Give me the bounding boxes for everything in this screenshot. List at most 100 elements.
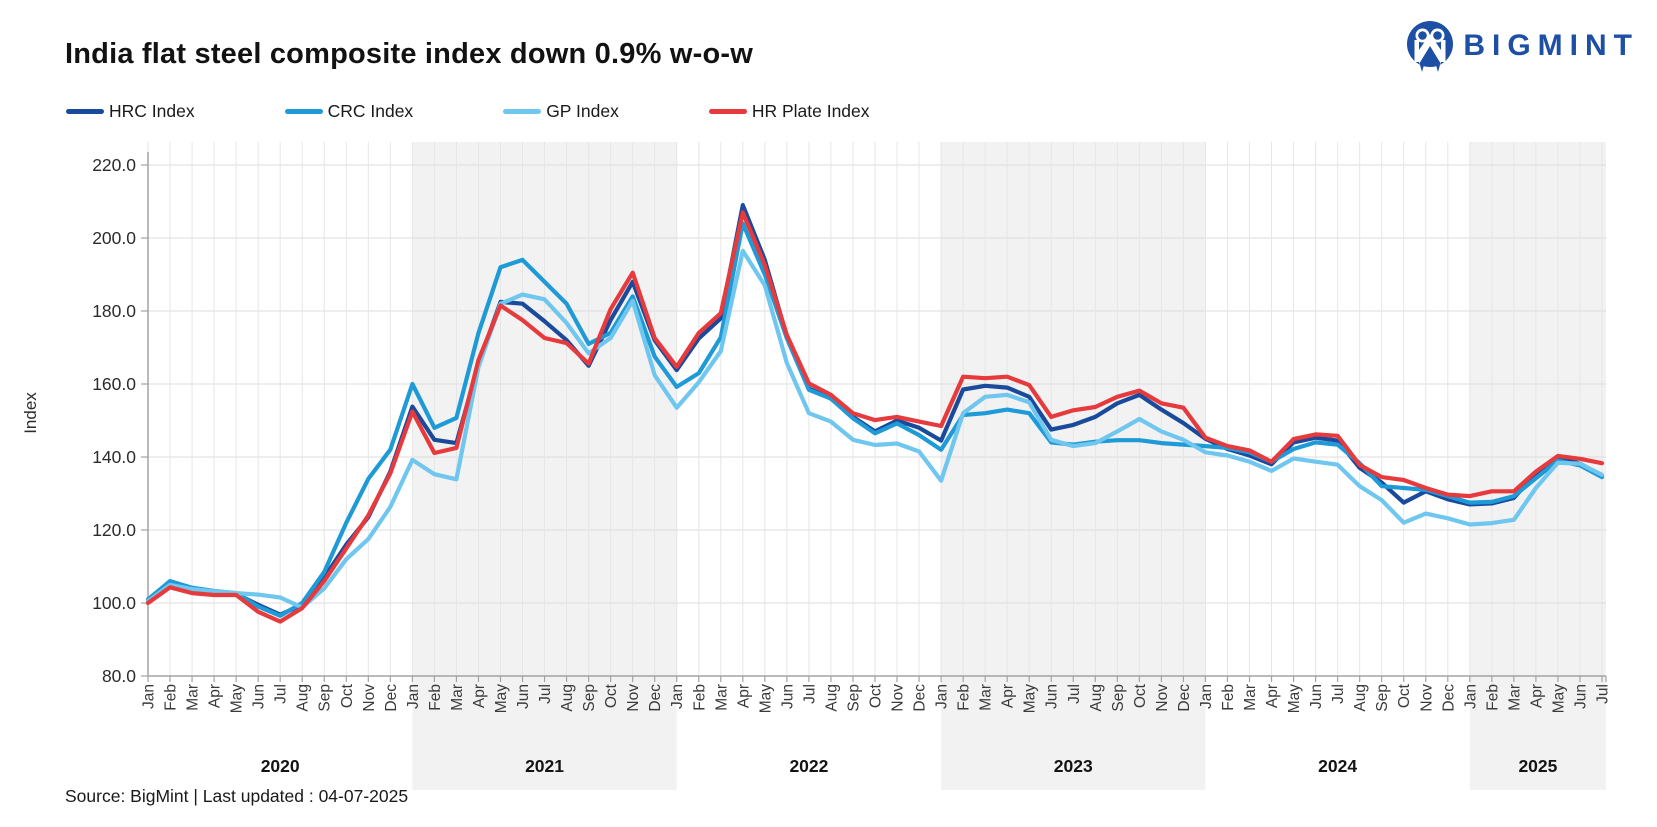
month-tick-label: May [1022, 684, 1039, 714]
month-tick-label: Feb [163, 684, 180, 711]
y-axis-title: Index [21, 392, 40, 434]
month-tick-label: Jun [1308, 684, 1325, 709]
month-tick-label: Oct [1396, 683, 1413, 708]
legend-swatch-icon [284, 108, 323, 115]
month-tick-label: Mar [978, 684, 995, 711]
month-tick-label: May [757, 684, 774, 714]
page-title: India flat steel composite index down 0.… [65, 38, 753, 70]
month-tick-label: Jan [141, 684, 158, 709]
legend-swatch-icon [503, 108, 542, 115]
y-tick-label: 140.0 [92, 447, 136, 467]
legend-item-gp-index: GP Index [503, 101, 619, 122]
bigmint-circle-m-icon [1407, 21, 1454, 72]
y-tick-label: 80.0 [102, 666, 136, 686]
month-tick-label: Jul [273, 684, 290, 704]
month-tick-label: Aug [295, 684, 312, 712]
month-tick-label: Feb [956, 684, 973, 711]
month-tick-label: Nov [361, 684, 378, 712]
month-tick-label: Sep [1110, 684, 1127, 712]
month-tick-label: Nov [1154, 684, 1171, 712]
year-label: 2020 [261, 756, 300, 776]
month-tick-label: Apr [1528, 684, 1545, 708]
month-tick-label: Jul [1330, 684, 1347, 704]
month-tick-label: Feb [691, 684, 708, 711]
month-tick-label: Aug [823, 684, 840, 712]
legend-item-crc-index: CRC Index [284, 101, 414, 122]
month-tick-label: Nov [1418, 684, 1435, 712]
month-tick-label: Apr [471, 684, 488, 708]
month-tick-label: Jan [1198, 684, 1215, 709]
month-tick-label: Jul [537, 684, 554, 704]
month-tick-label: Jun [779, 684, 796, 709]
x-gridlines [147, 142, 1603, 676]
source-note: Source: BigMint | Last updated : 04-07-2… [65, 786, 409, 806]
series-line-hr-plate-index [145, 210, 1605, 624]
year-labels: 2020 2021 2022 2023 2024 2025 [261, 756, 1558, 776]
month-tick-label: Jul [801, 684, 818, 704]
month-tick-label: Jun [1572, 684, 1589, 709]
month-tick-label: Aug [1088, 684, 1105, 712]
legend-label: HRC Index [109, 101, 195, 121]
month-tick-label: Dec [647, 684, 664, 712]
legend-item-hrc-index: HRC Index [66, 101, 195, 122]
month-tick-label: Mar [1242, 684, 1259, 711]
brand-wordmark: BIGMINT [1463, 29, 1639, 62]
month-labels: Jan Feb Mar Apr May Jun Jul Aug Sep Oct Nov Dec Jan F… [141, 683, 1612, 713]
month-tick-label: Oct [603, 683, 620, 708]
month-tick-label: Oct [868, 683, 885, 708]
month-tick-label: Dec [383, 684, 400, 712]
year-label: 2024 [1318, 756, 1357, 776]
legend-label: CRC Index [327, 101, 414, 121]
month-tick-label: Mar [1506, 684, 1523, 711]
month-tick-label: Oct [339, 683, 356, 708]
series-line-gp-index [145, 248, 1605, 610]
month-tick-label: Nov [890, 684, 907, 712]
month-tick-label: Feb [427, 684, 444, 711]
y-tick-label: 200.0 [92, 228, 136, 248]
month-tick-label: Mar [713, 684, 730, 711]
y-tick-label: 100.0 [92, 593, 136, 613]
month-tick-label: Jun [251, 684, 268, 709]
y-tick-label: 220.0 [92, 155, 136, 175]
month-tick-label: Jan [1462, 684, 1479, 709]
month-tick-label: Apr [735, 684, 752, 708]
month-tick-label: Apr [207, 684, 224, 708]
axes [147, 152, 1606, 677]
year-label: 2025 [1518, 756, 1557, 776]
month-tick-label: May [1550, 684, 1567, 714]
legend-swatch-icon [66, 108, 104, 115]
month-tick-label: May [1286, 684, 1303, 714]
month-tick-label: Jan [405, 684, 422, 709]
month-tick-label: Jan [934, 684, 951, 709]
month-tick-label: Apr [1000, 684, 1017, 708]
month-tick-label: Mar [449, 684, 466, 711]
year-label: 2022 [789, 756, 828, 776]
year-label: 2023 [1054, 756, 1093, 776]
legend-label: HR Plate Index [751, 101, 870, 121]
series-lines [145, 203, 1605, 624]
month-tick-label: Jun [515, 684, 532, 709]
month-tick-label: Mar [185, 684, 202, 711]
month-tick-label: Dec [1176, 684, 1193, 712]
y-tick-label: 180.0 [92, 301, 136, 321]
x-axis-ticks [147, 676, 1607, 682]
month-tick-label: Aug [1352, 684, 1369, 712]
y-axis-tick-labels: 80.0 100.0 120.0 140.0 160.0 180.0 200.0 220.0 [92, 155, 136, 686]
month-tick-label: Sep [1374, 684, 1391, 712]
month-tick-label: Jun [1044, 684, 1061, 709]
y-tick-label: 160.0 [92, 374, 136, 394]
legend-item-hr-plate-index: HR Plate Index [708, 101, 870, 122]
month-tick-label: Aug [559, 684, 576, 712]
month-tick-label: Nov [625, 684, 642, 712]
month-tick-label: Sep [317, 684, 334, 712]
legend-swatch-icon [708, 108, 747, 115]
month-tick-label: Jul [1595, 684, 1612, 704]
month-tick-label: Apr [1264, 684, 1281, 708]
month-tick-label: Jul [1066, 684, 1083, 704]
legend-label: GP Index [546, 101, 619, 121]
month-tick-label: Dec [1440, 684, 1457, 712]
month-tick-label: Dec [912, 684, 929, 712]
month-tick-label: Feb [1220, 684, 1237, 711]
